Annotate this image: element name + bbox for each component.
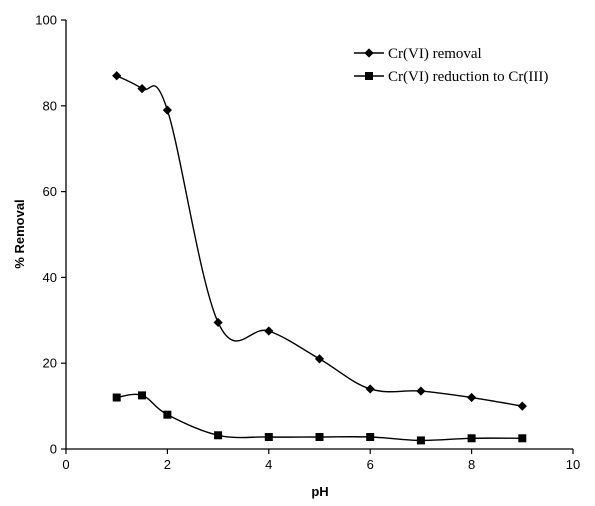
legend-item: Cr(VI) removal xyxy=(354,46,482,62)
y-tick-label: 100 xyxy=(35,13,57,28)
square-marker xyxy=(467,434,476,443)
square-marker xyxy=(416,436,425,445)
y-axis-title: % Removal xyxy=(12,199,27,268)
square-marker xyxy=(518,434,527,443)
y-tick-label: 0 xyxy=(50,442,57,457)
diamond-marker xyxy=(137,84,147,94)
x-axis-title: pH xyxy=(311,484,328,499)
series-line xyxy=(116,393,523,442)
axes xyxy=(65,20,573,450)
x-tick-label: 0 xyxy=(62,457,69,472)
series-cr-vi-removal xyxy=(112,71,527,411)
square-marker xyxy=(214,431,223,440)
legend-marker xyxy=(364,48,374,58)
square-marker xyxy=(163,410,172,419)
diamond-marker xyxy=(112,71,122,81)
x-tick-label: 4 xyxy=(265,457,272,472)
square-marker xyxy=(366,432,375,441)
square-marker xyxy=(264,432,273,441)
y-tick-label: 40 xyxy=(43,270,57,285)
y-tick-label: 60 xyxy=(43,184,57,199)
diamond-marker xyxy=(467,392,477,403)
legend: Cr(VI) removal Cr(VI) reduction to Cr(III… xyxy=(354,46,548,85)
square-marker xyxy=(138,391,147,400)
square-marker xyxy=(315,432,324,441)
x-tick-label: 6 xyxy=(367,457,374,472)
y-tick-label: 80 xyxy=(43,98,57,113)
x-tick-label: 8 xyxy=(468,457,475,472)
square-marker xyxy=(112,393,121,402)
diamond-marker xyxy=(213,317,223,328)
legend-label: Cr(VI) removal xyxy=(388,46,482,62)
x-tick-label: 2 xyxy=(164,457,171,472)
diamond-marker xyxy=(264,326,274,336)
x-tick-label: 10 xyxy=(566,457,580,472)
y-tick-label: 20 xyxy=(43,356,57,371)
legend-item: Cr(VI) reduction to Cr(III) xyxy=(354,69,548,85)
legend-marker xyxy=(365,72,373,80)
diamond-marker xyxy=(365,384,375,394)
series-cr-vi-reduction xyxy=(112,391,527,445)
legend-label: Cr(VI) reduction to Cr(III) xyxy=(388,69,548,85)
diamond-marker xyxy=(416,386,426,396)
diamond-marker xyxy=(314,354,325,364)
diamond-marker xyxy=(162,105,172,115)
series xyxy=(112,71,527,445)
diamond-marker xyxy=(517,401,527,411)
